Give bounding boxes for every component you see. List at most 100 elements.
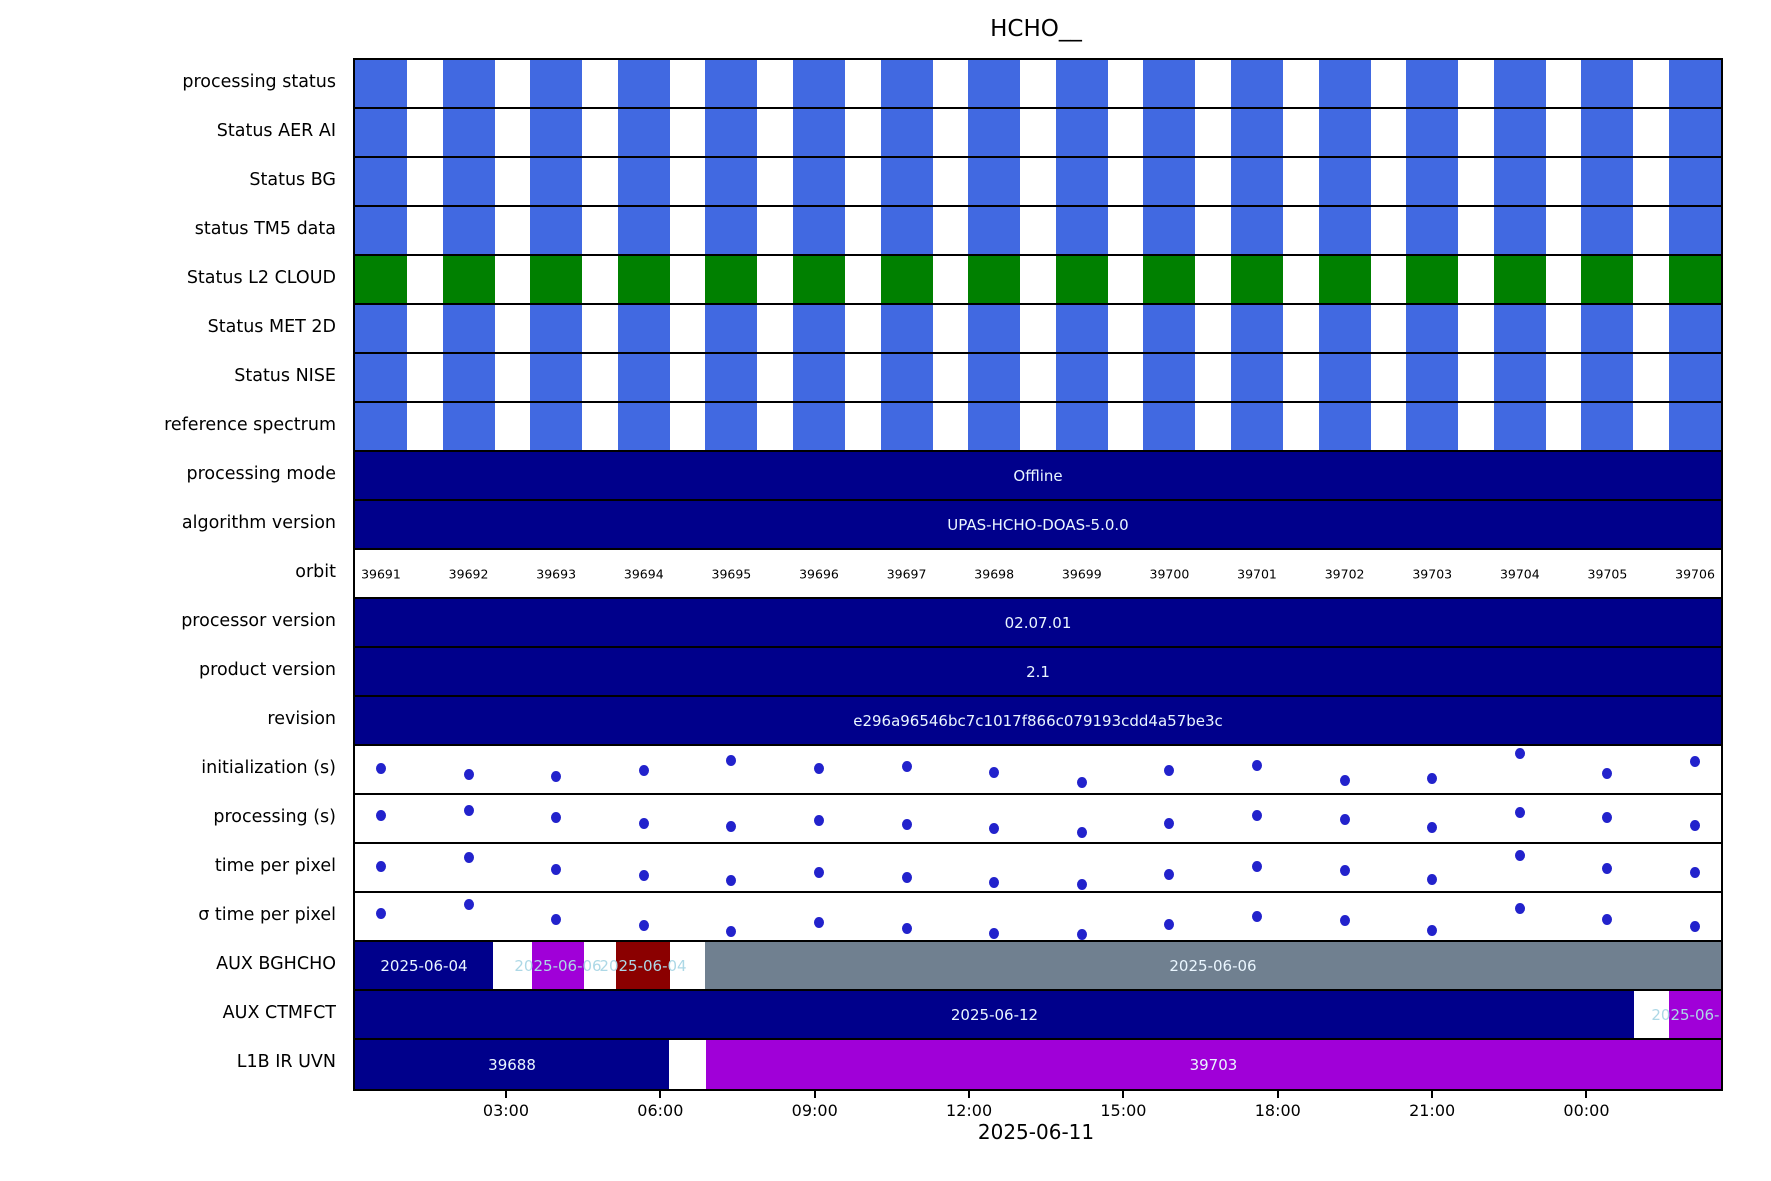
segment-label: 39703 xyxy=(1189,1055,1238,1074)
status-bar xyxy=(1143,354,1196,401)
orbit-label: 39697 xyxy=(886,566,927,581)
row-reference-spectrum xyxy=(355,403,1721,452)
status-bar xyxy=(1669,354,1721,401)
data-point xyxy=(375,861,386,873)
row-label-status-l2-cloud: Status L2 CLOUD xyxy=(186,268,336,288)
x-tick-label: 15:00 xyxy=(1100,1101,1147,1120)
status-bar xyxy=(442,60,495,107)
status-bar xyxy=(1581,158,1634,205)
status-bar xyxy=(617,207,670,254)
status-bar xyxy=(880,354,933,401)
status-bar xyxy=(1143,158,1196,205)
row-label-initialization-s: initialization (s) xyxy=(201,758,336,778)
x-tick-label: 18:00 xyxy=(1254,1101,1301,1120)
row-processing-mode: Offline xyxy=(355,452,1721,501)
status-bar xyxy=(968,403,1021,450)
status-bar xyxy=(1581,109,1634,156)
status-bar xyxy=(1581,256,1634,303)
segment-label: 2025-06-04 xyxy=(599,956,687,975)
status-bar xyxy=(355,158,407,205)
orbit-label: 39698 xyxy=(974,566,1015,581)
status-bar xyxy=(1493,256,1546,303)
status-bar xyxy=(617,354,670,401)
orbit-label: 39701 xyxy=(1237,566,1277,581)
segment-label: 2025-06-13 xyxy=(1651,1005,1721,1024)
status-bar xyxy=(530,305,583,352)
row-processing-s xyxy=(355,795,1721,844)
status-bar xyxy=(1493,60,1546,107)
data-point xyxy=(1339,775,1350,787)
row-label-status-tm5-data: status TM5 data xyxy=(194,219,336,239)
status-bar xyxy=(355,403,407,450)
data-point xyxy=(638,817,649,829)
row-processor-version: 02.07.01 xyxy=(355,599,1721,648)
status-bar xyxy=(442,207,495,254)
status-bar xyxy=(1231,354,1283,401)
data-point xyxy=(463,899,474,911)
timeline-segment xyxy=(616,942,670,989)
status-bar xyxy=(442,305,495,352)
data-point xyxy=(1164,818,1175,830)
data-point xyxy=(1602,863,1613,874)
data-point xyxy=(726,754,737,766)
row-label-l1b-ir-uvn: L1B IR UVN xyxy=(236,1052,336,1072)
data-point xyxy=(1164,869,1175,881)
status-bar xyxy=(1406,60,1459,107)
data-point xyxy=(1514,806,1525,818)
status-bar xyxy=(617,403,670,450)
status-bar xyxy=(1318,354,1371,401)
data-point xyxy=(375,908,386,920)
status-bar xyxy=(705,354,758,401)
status-bar xyxy=(1231,305,1283,352)
data-point xyxy=(1339,814,1350,825)
status-bar xyxy=(1055,403,1108,450)
data-point xyxy=(813,763,824,775)
data-point xyxy=(463,852,474,864)
orbit-label: 39704 xyxy=(1499,566,1540,581)
data-point xyxy=(1427,873,1438,885)
x-tick xyxy=(813,1089,816,1098)
orbit-label: 39703 xyxy=(1412,566,1453,581)
status-bar xyxy=(705,158,758,205)
status-bar xyxy=(1581,60,1634,107)
data-point xyxy=(1076,826,1087,838)
status-bar xyxy=(1669,158,1721,205)
data-point xyxy=(1427,821,1438,833)
status-bar xyxy=(968,256,1021,303)
data-point xyxy=(1602,812,1613,824)
status-bar xyxy=(705,60,758,107)
timeline-segment xyxy=(704,942,1721,989)
timeline-segment xyxy=(355,991,1634,1038)
status-bar xyxy=(880,60,933,107)
x-tick xyxy=(1122,1089,1125,1098)
data-point xyxy=(1076,929,1087,940)
status-bar xyxy=(1581,354,1634,401)
status-bar xyxy=(1318,207,1371,254)
segment-label: 2025-06-04 xyxy=(380,956,468,975)
status-bar xyxy=(705,403,758,450)
status-bar xyxy=(1406,403,1459,450)
row-label-status-aer-ai: Status AER AI xyxy=(216,121,336,141)
row-revision: e296a96546bc7c1017f866c079193cdd4a57be3c xyxy=(355,697,1721,746)
status-bar xyxy=(968,354,1021,401)
status-bar xyxy=(1318,60,1371,107)
status-bar xyxy=(530,403,583,450)
row-labels-column: processing status Status AER AI Status BG s… xyxy=(0,58,345,1087)
orbit-label: 39695 xyxy=(711,566,752,581)
data-point xyxy=(1514,747,1525,759)
timeline-segment xyxy=(705,1040,1721,1089)
status-bar xyxy=(705,207,758,254)
status-bar xyxy=(793,403,845,450)
data-point xyxy=(1427,772,1438,784)
status-bar xyxy=(880,109,933,156)
status-bar xyxy=(1231,158,1283,205)
data-point xyxy=(1164,765,1175,776)
status-bar xyxy=(1231,256,1283,303)
row-status-l2-cloud xyxy=(355,256,1721,305)
row-label-aux-ctmfct: AUX CTMFCT xyxy=(222,1003,336,1023)
status-bar xyxy=(355,354,407,401)
status-bar xyxy=(1231,403,1283,450)
segment-label: 2025-06-06 xyxy=(514,956,602,975)
status-bar xyxy=(968,109,1021,156)
